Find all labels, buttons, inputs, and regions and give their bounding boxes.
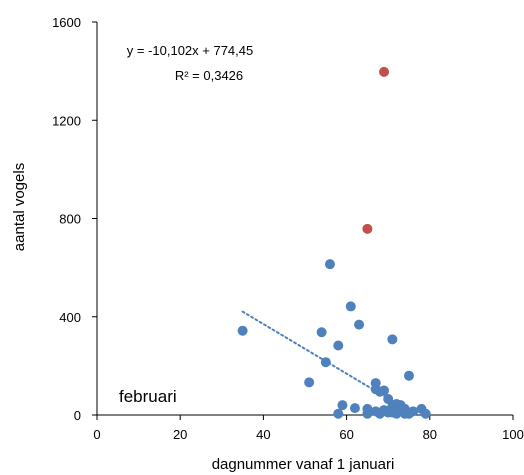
- x-tick-label: 60: [339, 427, 353, 442]
- data-point: [304, 377, 315, 388]
- axis-ticks: 0 20 40 60 80 100 0 400 800 1200 1600: [52, 15, 524, 442]
- data-point: [337, 400, 348, 411]
- x-tick-label: 20: [173, 427, 187, 442]
- data-point: [345, 301, 356, 312]
- data-point: [349, 403, 360, 414]
- data-point: [404, 370, 414, 381]
- y-tick-label: 0: [74, 408, 81, 423]
- data-points: [237, 66, 431, 419]
- trendline-r-squared: R² = 0,3426: [175, 68, 243, 83]
- data-point: [420, 408, 431, 419]
- y-tick-label: 1200: [52, 113, 81, 128]
- trendline-equation: y = -10,102x + 774,45: [127, 43, 253, 58]
- data-point: [324, 259, 335, 270]
- y-tick-label: 400: [59, 310, 81, 325]
- data-point: [383, 394, 394, 405]
- chart-annotation: februari: [119, 387, 177, 406]
- data-point: [362, 408, 373, 419]
- data-point: [354, 319, 365, 330]
- plot-area: [96, 22, 513, 416]
- data-point: [333, 408, 344, 419]
- data-point: [316, 327, 327, 338]
- data-point: [333, 340, 344, 351]
- x-axis-label: dagnummer vanaf 1 januari: [212, 456, 395, 473]
- data-point: [408, 406, 419, 417]
- data-point: [362, 223, 373, 234]
- data-point: [237, 325, 248, 336]
- x-tick-label: 0: [93, 427, 100, 442]
- y-tick-label: 800: [59, 212, 81, 227]
- data-point: [379, 385, 390, 396]
- x-tick-label: 40: [256, 427, 270, 442]
- data-point: [379, 66, 390, 77]
- y-tick-label: 1600: [52, 15, 81, 30]
- y-axis-label: aantal vogels: [11, 163, 28, 251]
- x-tick-label: 100: [502, 427, 524, 442]
- data-point: [387, 334, 398, 345]
- x-tick-label: 80: [423, 427, 437, 442]
- data-point: [320, 357, 331, 368]
